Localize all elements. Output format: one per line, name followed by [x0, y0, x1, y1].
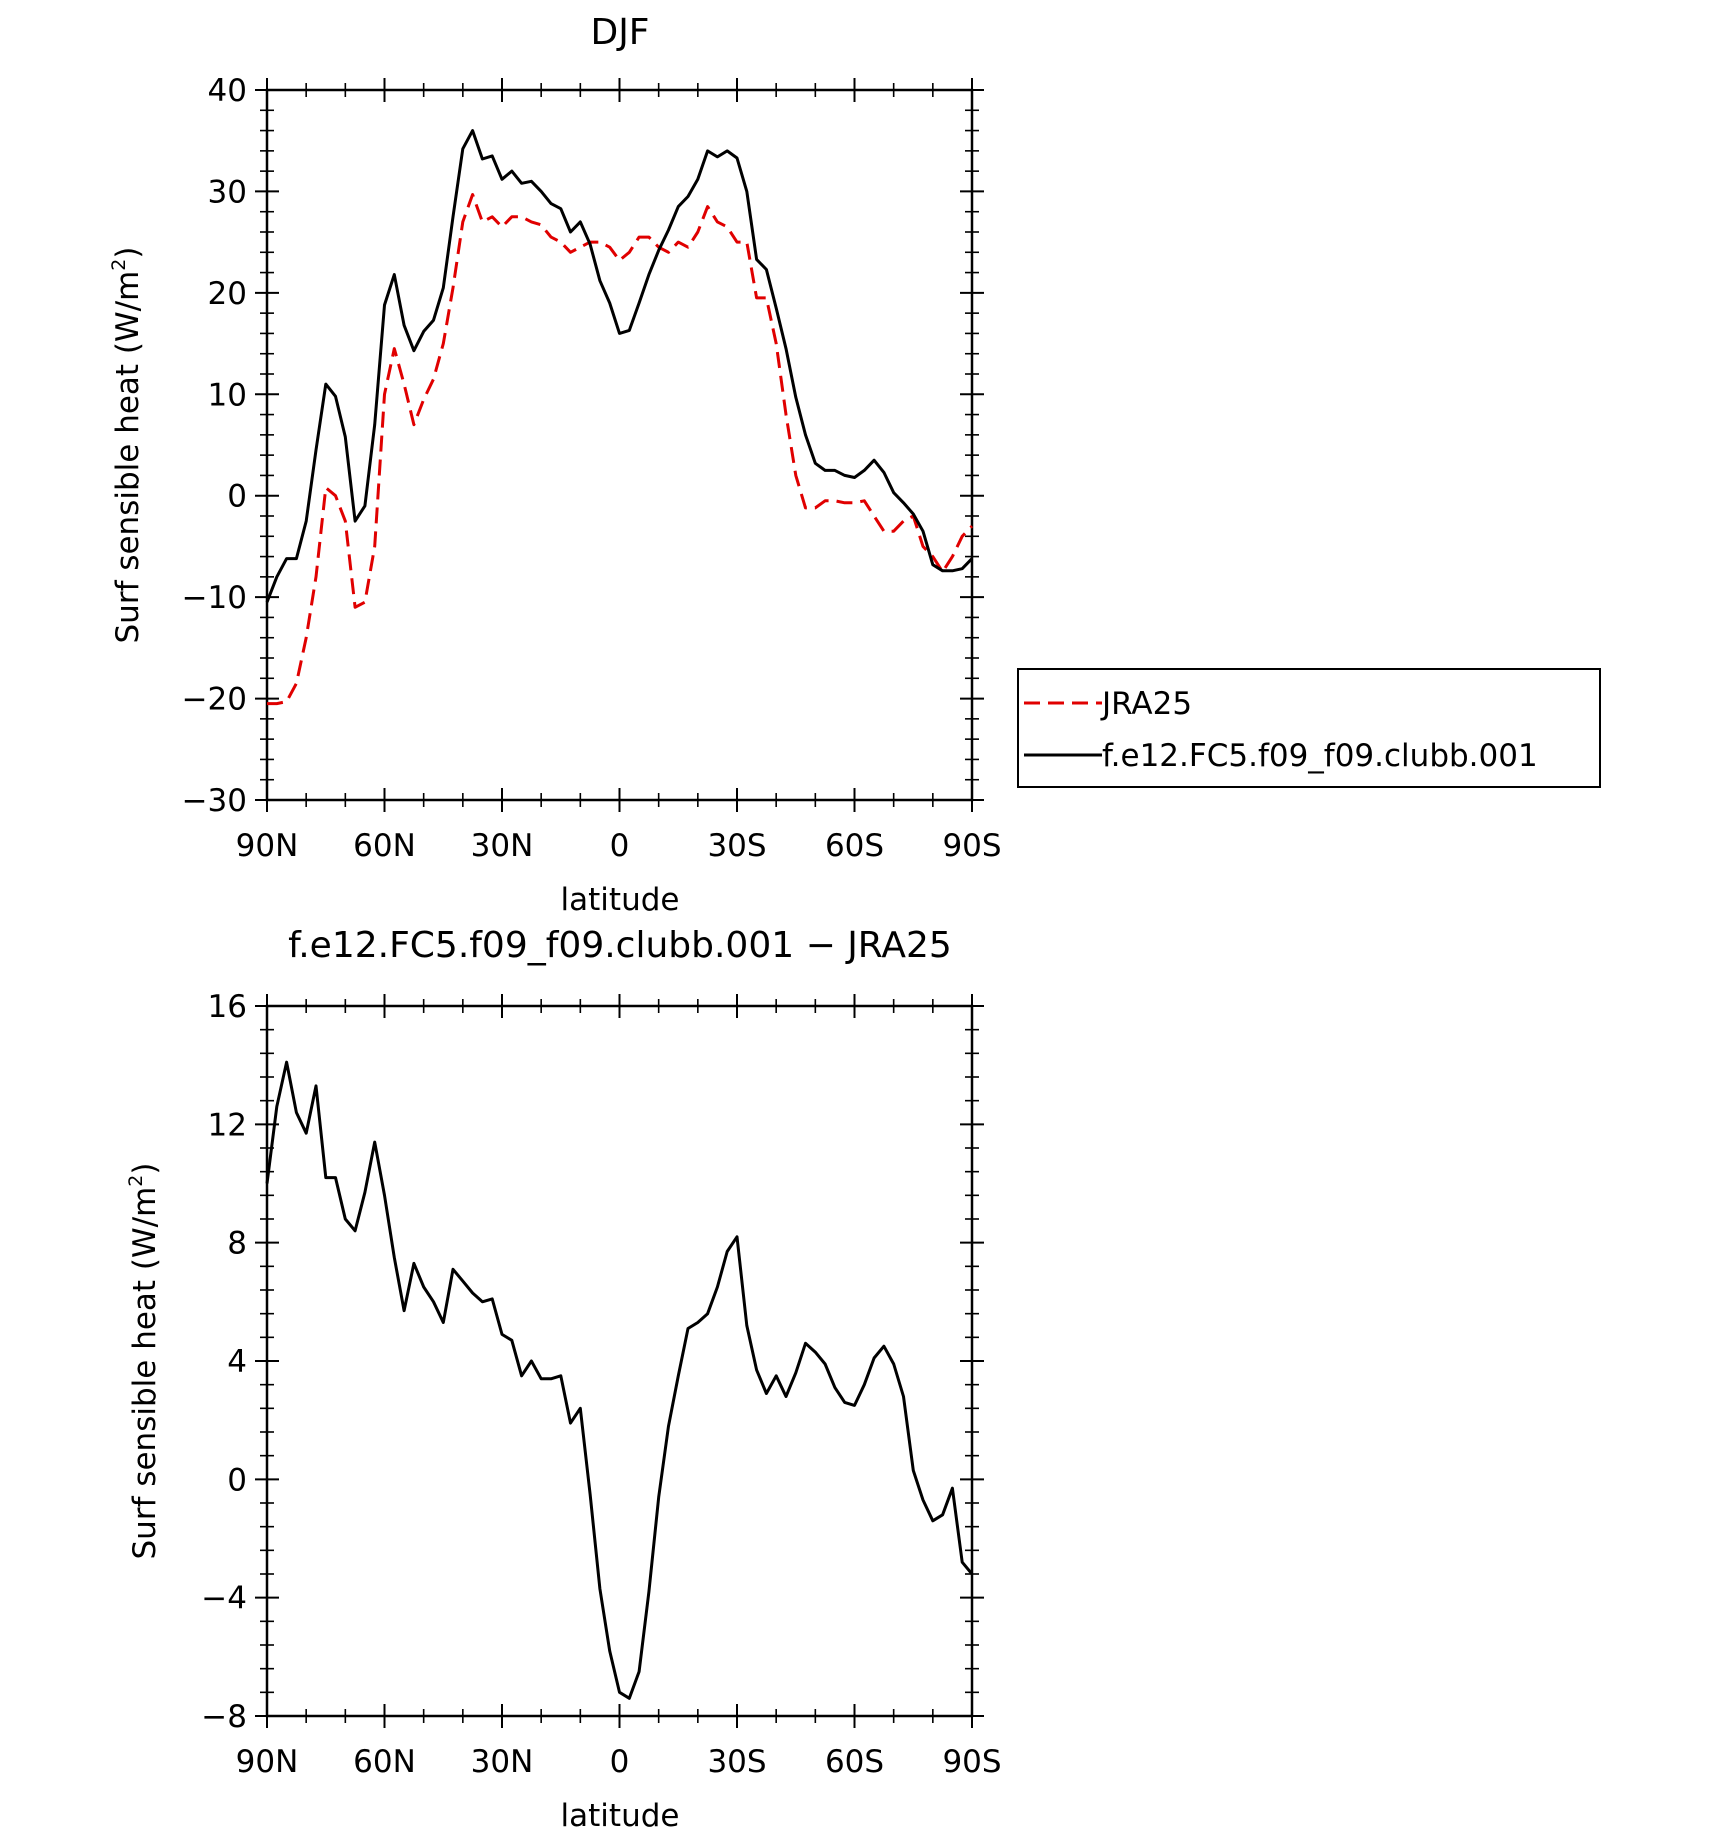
- chart-diff-x-tick-label: 60N: [353, 1744, 416, 1780]
- chart-diff-x-tick-label: 30S: [707, 1744, 766, 1780]
- chart-diff-x-tick-label: 90S: [942, 1744, 1001, 1780]
- legend-box: [1017, 668, 1601, 788]
- chart-djf-series-line-1: [265, 129, 974, 603]
- chart-diff-y-tick-label: 4: [227, 1344, 247, 1380]
- chart-djf-y-axis-label: Surf sensible heat (W/m2): [108, 246, 146, 643]
- chart-diff-y-tick-label: 12: [208, 1107, 247, 1143]
- chart-diff-x-tick-label: 30N: [471, 1744, 534, 1780]
- chart-diff: f.e12.FC5.f09_f09.clubb.001 − JRA25 −8 −4…: [125, 925, 1002, 1834]
- legend-label-jra25: JRA25: [1100, 686, 1192, 722]
- chart-djf-y-axis-label-sup: 2: [108, 259, 130, 271]
- chart-diff-series: [265, 1060, 974, 1700]
- chart-djf-x-axis-label: latitude: [561, 882, 680, 918]
- chart-diff-x-tick-label: 90N: [236, 1744, 299, 1780]
- chart-djf-y-tick-label: −30: [182, 783, 247, 819]
- chart-diff-y-axis-label-sup: 2: [125, 1175, 147, 1187]
- chart-djf-x-tick-label: 90N: [236, 828, 299, 864]
- chart-diff-x-axis-label: latitude: [561, 1798, 680, 1834]
- chart-djf-y-tick-label: 30: [208, 174, 247, 210]
- chart-djf-x-tick-label: 30S: [707, 828, 766, 864]
- chart-diff-y-axis-label-main: Surf sensible heat (W/m: [127, 1187, 163, 1560]
- chart-djf-y-tick-labels: −30 −20 −10 0 10 20 30 40: [182, 73, 247, 819]
- chart-djf-y-tick-label: 10: [208, 377, 247, 413]
- chart-djf-series: [265, 129, 974, 706]
- chart-diff-title: f.e12.FC5.f09_f09.clubb.001 − JRA25: [288, 925, 952, 966]
- chart-djf-y-tick-label: −20: [182, 682, 247, 718]
- chart-diff-y-tick-label: 0: [227, 1462, 247, 1498]
- chart-djf-x-tick-labels: 90N 60N 30N 0 30S 60S 90S: [236, 828, 1002, 864]
- legend-label-model: f.e12.FC5.f09_f09.clubb.001: [1102, 738, 1538, 774]
- chart-djf-x-tick-label: 0: [610, 828, 630, 864]
- chart-diff-y-tick-label: 16: [208, 989, 247, 1025]
- chart-djf-y-axis-label-main: Surf sensible heat (W/m: [110, 271, 146, 644]
- chart-djf-x-tick-label: 60S: [825, 828, 884, 864]
- chart-djf-y-axis-label-end: ): [110, 246, 146, 258]
- chart-djf-x-tick-label: 90S: [942, 828, 1001, 864]
- chart-diff-y-tick-labels: −8 −4 0 4 8 12 16: [201, 989, 247, 1735]
- chart-djf-title: DJF: [590, 12, 649, 53]
- chart-djf-y-tick-label: −10: [182, 580, 247, 616]
- chart-djf-y-tick-label: 20: [208, 276, 247, 312]
- chart-djf-ticks: [255, 78, 984, 812]
- chart-diff-x-tick-label: 60S: [825, 1744, 884, 1780]
- chart-djf-legend: JRA25 f.e12.FC5.f09_f09.clubb.001: [1017, 668, 1601, 788]
- chart-diff-y-tick-label: 8: [227, 1226, 247, 1262]
- chart-djf-x-tick-label: 60N: [353, 828, 416, 864]
- chart-diff-x-tick-labels: 90N 60N 30N 0 30S 60S 90S: [236, 1744, 1002, 1780]
- chart-diff-y-axis-label-end: ): [127, 1162, 163, 1174]
- chart-diff-series-line-0: [265, 1060, 974, 1700]
- chart-diff-y-axis-label: Surf sensible heat (W/m2): [125, 1162, 163, 1559]
- chart-diff-y-tick-label: −8: [201, 1699, 247, 1735]
- chart-djf-y-tick-label: 40: [208, 73, 247, 109]
- chart-djf-y-tick-label: 0: [227, 479, 247, 515]
- chart-diff-ticks: [255, 994, 984, 1728]
- chart-djf-series-line-0: [267, 193, 974, 706]
- chart-diff-x-tick-label: 0: [610, 1744, 630, 1780]
- chart-diff-y-tick-label: −4: [201, 1581, 247, 1617]
- chart-djf-x-tick-label: 30N: [471, 828, 534, 864]
